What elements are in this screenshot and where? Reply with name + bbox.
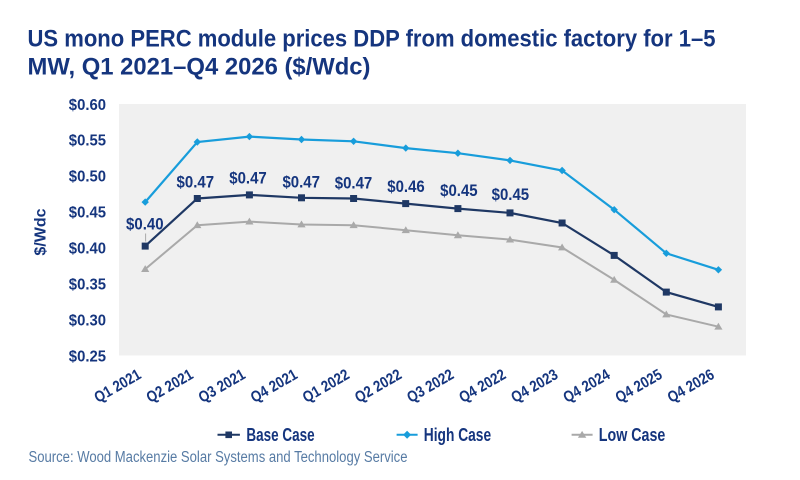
svg-text:$0.47: $0.47 [229, 169, 267, 188]
svg-text:Q4 2021: Q4 2021 [248, 366, 301, 406]
svg-text:Q3 2022: Q3 2022 [404, 366, 457, 406]
svg-text:$0.45: $0.45 [440, 181, 478, 200]
svg-text:Q2 2021: Q2 2021 [144, 366, 197, 406]
svg-text:$/Wdc: $/Wdc [33, 208, 50, 255]
svg-text:$0.30: $0.30 [69, 312, 106, 329]
svg-text:$0.45: $0.45 [492, 185, 530, 204]
svg-text:Q4 2026: Q4 2026 [665, 366, 718, 406]
svg-text:$0.47: $0.47 [177, 172, 215, 191]
svg-text:Q4 2025: Q4 2025 [613, 366, 666, 406]
svg-text:Q1 2021: Q1 2021 [92, 366, 145, 406]
svg-text:Source: Wood Mackenzie Solar S: Source: Wood Mackenzie Solar Systems and… [29, 449, 408, 466]
svg-text:$0.46: $0.46 [387, 177, 425, 196]
svg-text:Q2 2022: Q2 2022 [352, 366, 405, 406]
svg-text:$0.60: $0.60 [69, 97, 106, 114]
svg-text:US mono PERC module prices DDP: US mono PERC module prices DDP from dome… [28, 26, 716, 53]
svg-text:$0.35: $0.35 [69, 276, 106, 293]
svg-text:Base Case: Base Case [246, 425, 314, 445]
svg-text:Q4 2022: Q4 2022 [456, 366, 509, 406]
svg-text:$0.40: $0.40 [126, 215, 164, 234]
svg-text:MW, Q1 2021–Q4 2026 ($/Wdc): MW, Q1 2021–Q4 2026 ($/Wdc) [28, 54, 371, 81]
svg-text:Q4 2024: Q4 2024 [561, 366, 614, 406]
svg-text:$0.47: $0.47 [282, 172, 320, 191]
svg-text:$0.25: $0.25 [69, 348, 106, 365]
svg-text:Low Case: Low Case [599, 425, 666, 445]
svg-text:Q4 2023: Q4 2023 [508, 366, 561, 406]
svg-text:High Case: High Case [424, 425, 491, 445]
svg-text:$0.40: $0.40 [69, 241, 106, 258]
svg-text:Q1 2022: Q1 2022 [300, 366, 353, 406]
svg-text:$0.50: $0.50 [69, 169, 106, 186]
svg-text:Q3 2021: Q3 2021 [196, 366, 249, 406]
svg-text:$0.45: $0.45 [69, 205, 106, 222]
svg-text:$0.47: $0.47 [335, 174, 373, 193]
svg-text:$0.55: $0.55 [69, 133, 106, 150]
